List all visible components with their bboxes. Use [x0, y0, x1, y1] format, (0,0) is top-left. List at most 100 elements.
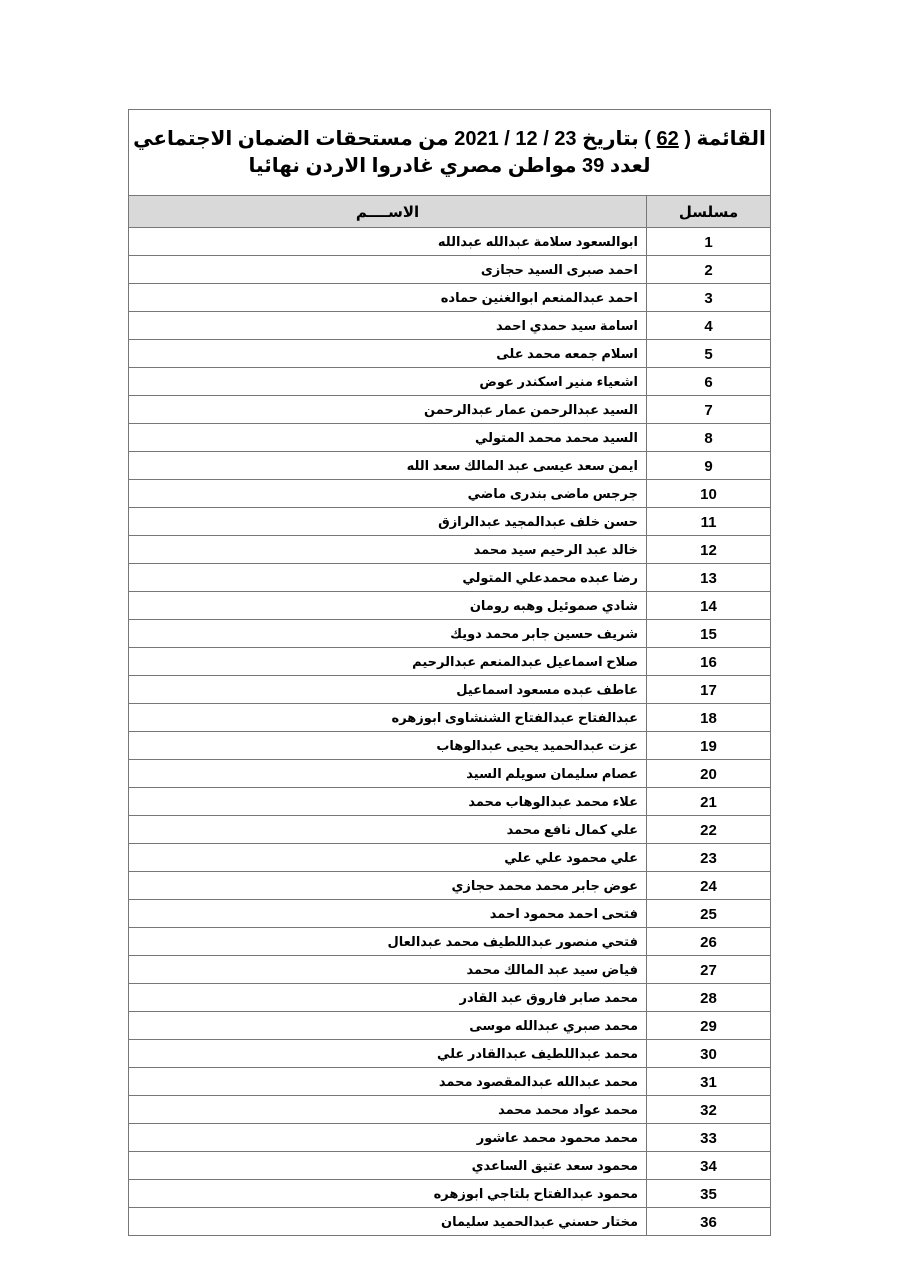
document-sheet: القائمة ( 62 ) بتاريخ 23 / 12 / 2021 من … [128, 109, 771, 1236]
table-row: 30 محمد عبداللطيف عبدالقادر علي [129, 1039, 770, 1068]
row-name: حسن خلف عبدالمجيد عبدالرازق [129, 507, 647, 536]
table-row: 17 عاطف عبده مسعود اسماعيل [129, 675, 770, 704]
table-row: 12 خالد عبد الرحيم سيد محمد [129, 535, 770, 564]
row-serial: 25 [646, 899, 770, 928]
row-serial: 9 [646, 451, 770, 480]
row-name: عوض جابر محمد محمد حجازي [129, 871, 647, 900]
row-name: محمد عواد محمد محمد [129, 1095, 647, 1124]
document-title: القائمة ( 62 ) بتاريخ 23 / 12 / 2021 من … [129, 110, 770, 196]
table-row: 8 السيد محمد محمد المتولي [129, 423, 770, 452]
row-serial: 31 [646, 1067, 770, 1096]
row-serial: 36 [646, 1207, 770, 1236]
row-name: صلاح اسماعيل عبدالمنعم عبدالرحيم [129, 647, 647, 676]
table-row: 10 جرجس ماضى بندرى ماضي [129, 479, 770, 508]
row-name: عزت عبدالحميد يحيى عبدالوهاب [129, 731, 647, 760]
row-name: اسلام جمعه محمد على [129, 339, 647, 368]
row-name: محمد صابر فاروق عبد القادر [129, 983, 647, 1012]
table-row: 19 عزت عبدالحميد يحيى عبدالوهاب [129, 731, 770, 760]
row-name: شادي صموئيل وهبه رومان [129, 591, 647, 620]
table-row: 9 ايمن سعد عيسى عبد المالك سعد الله [129, 451, 770, 480]
table-row: 15 شريف حسين جابر محمد دويك [129, 619, 770, 648]
table-row: 34 محمود سعد عتيق الساعدي [129, 1151, 770, 1180]
row-name: احمد عبدالمنعم ابوالغنين حماده [129, 283, 647, 312]
table-row: 20 عصام سليمان سويلم السيد [129, 759, 770, 788]
table-row: 7 السيد عبدالرحمن عمار عبدالرحمن [129, 395, 770, 424]
row-serial: 29 [646, 1011, 770, 1040]
row-serial: 3 [646, 283, 770, 312]
table-row: 11 حسن خلف عبدالمجيد عبدالرازق [129, 507, 770, 536]
row-serial: 11 [646, 507, 770, 536]
row-name: شريف حسين جابر محمد دويك [129, 619, 647, 648]
row-name: مختار حسني عبدالحميد سليمان [129, 1207, 647, 1236]
table-row: 26 فتحي منصور عبداللطيف محمد عبدالعال [129, 927, 770, 956]
row-serial: 14 [646, 591, 770, 620]
title-line-1: القائمة ( 62 ) بتاريخ 23 / 12 / 2021 من … [129, 126, 770, 153]
row-serial: 4 [646, 311, 770, 340]
table-row: 32 محمد عواد محمد محمد [129, 1095, 770, 1124]
table-row: 13 رضا عبده محمدعلي المتولي [129, 563, 770, 592]
row-name: محمد عبداللطيف عبدالقادر علي [129, 1039, 647, 1068]
table-row: 14 شادي صموئيل وهبه رومان [129, 591, 770, 620]
row-serial: 26 [646, 927, 770, 956]
row-name: اشعياء منير اسكندر عوض [129, 367, 647, 396]
row-name: علي محمود علي علي [129, 843, 647, 872]
header-serial: مسلسل [646, 196, 770, 228]
row-name: اسامة سيد حمدي احمد [129, 311, 647, 340]
row-serial: 27 [646, 955, 770, 984]
row-serial: 19 [646, 731, 770, 760]
table-row: 6 اشعياء منير اسكندر عوض [129, 367, 770, 396]
table-row: 31 محمد عبدالله عبدالمقصود محمد [129, 1067, 770, 1096]
row-serial: 35 [646, 1179, 770, 1208]
table-row: 24 عوض جابر محمد محمد حجازي [129, 871, 770, 900]
table-row: 16 صلاح اسماعيل عبدالمنعم عبدالرحيم [129, 647, 770, 676]
row-name: محمود عبدالفتاح بلتاجي ابوزهره [129, 1179, 647, 1208]
table-row: 22 علي كمال نافع محمد [129, 815, 770, 844]
table-row: 2 احمد صبرى السيد حجازى [129, 255, 770, 284]
row-serial: 24 [646, 871, 770, 900]
row-serial: 21 [646, 787, 770, 816]
list-number: 62 [656, 128, 679, 150]
row-name: السيد محمد محمد المتولي [129, 423, 647, 452]
table-row: 4 اسامة سيد حمدي احمد [129, 311, 770, 340]
row-name: السيد عبدالرحمن عمار عبدالرحمن [129, 395, 647, 424]
table-row: 29 محمد صبري عبدالله موسى [129, 1011, 770, 1040]
table-row: 35 محمود عبدالفتاح بلتاجي ابوزهره [129, 1179, 770, 1208]
row-name: فتحي منصور عبداللطيف محمد عبدالعال [129, 927, 647, 956]
row-name: ايمن سعد عيسى عبد المالك سعد الله [129, 451, 647, 480]
table-row: 1 ابوالسعود سلامة عبدالله عبدالله [129, 227, 770, 256]
row-serial: 34 [646, 1151, 770, 1180]
table-row: 25 فتحى احمد محمود احمد [129, 899, 770, 928]
names-table: مسلسل الاســــم 1 ابوالسعود سلامة عبدالله… [129, 196, 770, 1236]
row-serial: 15 [646, 619, 770, 648]
row-name: فياض سيد عبد المالك محمد [129, 955, 647, 984]
row-name: رضا عبده محمدعلي المتولي [129, 563, 647, 592]
row-name: علاء محمد عبدالوهاب محمد [129, 787, 647, 816]
row-serial: 1 [646, 227, 770, 256]
table-row: 28 محمد صابر فاروق عبد القادر [129, 983, 770, 1012]
title-prefix: القائمة ( [684, 128, 766, 150]
table-header-row: مسلسل الاســــم [129, 196, 770, 228]
table-row: 5 اسلام جمعه محمد على [129, 339, 770, 368]
row-serial: 8 [646, 423, 770, 452]
row-name: عاطف عبده مسعود اسماعيل [129, 675, 647, 704]
title-suffix: ) بتاريخ 23 / 12 / 2021 من مستحقات الضما… [133, 128, 651, 150]
row-name: محمد محمود محمد عاشور [129, 1123, 647, 1152]
row-serial: 6 [646, 367, 770, 396]
row-name: فتحى احمد محمود احمد [129, 899, 647, 928]
row-serial: 17 [646, 675, 770, 704]
row-name: ابوالسعود سلامة عبدالله عبدالله [129, 227, 647, 256]
row-serial: 12 [646, 535, 770, 564]
row-serial: 32 [646, 1095, 770, 1124]
header-name: الاســــم [129, 196, 647, 228]
row-name: محمد صبري عبدالله موسى [129, 1011, 647, 1040]
row-serial: 20 [646, 759, 770, 788]
row-serial: 7 [646, 395, 770, 424]
row-serial: 33 [646, 1123, 770, 1152]
row-name: محمد عبدالله عبدالمقصود محمد [129, 1067, 647, 1096]
row-serial: 10 [646, 479, 770, 508]
table-row: 21 علاء محمد عبدالوهاب محمد [129, 787, 770, 816]
title-line-2: لعدد 39 مواطن مصري غادروا الاردن نهائيا [248, 155, 651, 177]
row-serial: 22 [646, 815, 770, 844]
table-row: 23 علي محمود علي علي [129, 843, 770, 872]
row-serial: 30 [646, 1039, 770, 1068]
